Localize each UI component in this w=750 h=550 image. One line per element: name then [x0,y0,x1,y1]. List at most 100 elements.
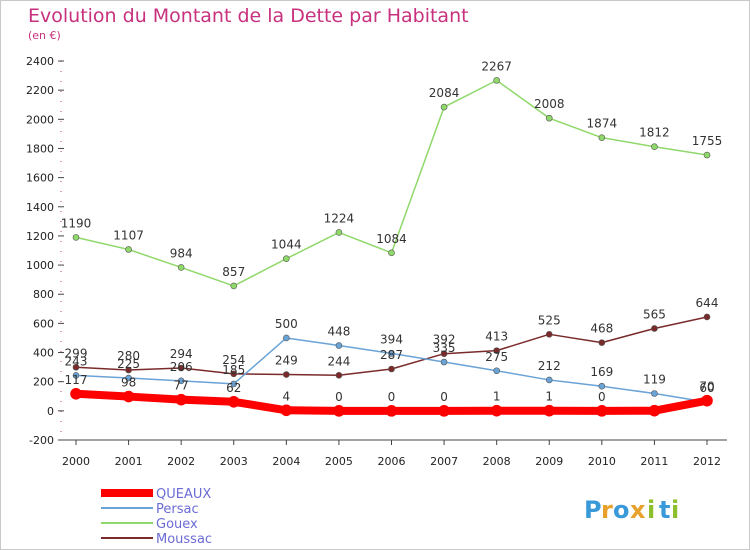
y-tick-label: 200 [33,376,54,389]
data-labels: 299 280 294 254 249 244 287 392 413 525 468 565 644 1… [61,59,723,403]
data-label-gouex: 2084 [429,86,460,100]
point-queaux [438,405,450,417]
data-label-moussac: 249 [275,354,298,368]
point-moussac [440,350,448,358]
point-persac [283,334,290,342]
logo-letter: o [613,496,630,524]
point-moussac [230,370,238,378]
point-queaux [385,405,398,417]
logo-letter: r [601,496,613,524]
point-moussac [545,331,553,338]
point-moussac [493,347,500,354]
data-label-persac: 225 [117,357,140,371]
data-label-moussac: 644 [696,296,719,310]
data-label-gouex: 2008 [534,97,565,111]
data-label-queaux: 1 [545,390,553,404]
point-persac [335,342,343,349]
y-tick-label: 2000 [26,113,54,126]
point-gouex [388,249,395,257]
point-persac [598,382,606,390]
y-tick-label: -200 [29,434,54,447]
legend-label-moussac: Moussac [156,532,212,547]
axes: -200020040060080010001200140016001800200… [26,55,727,468]
point-persac [388,350,395,357]
point-moussac [703,313,711,321]
x-tick-label: 2007 [430,455,458,468]
data-label-persac: 448 [327,325,350,339]
data-label-persac: 119 [643,372,666,386]
data-label-moussac: 280 [117,349,140,363]
point-moussac [388,365,395,373]
data-label-gouex: 1755 [692,134,723,148]
point-moussac [72,363,80,371]
x-tick-label: 2005 [325,455,353,468]
y-tick-label: 400 [33,347,54,360]
point-persac [493,367,500,375]
y-tick-label: 1800 [26,142,54,155]
point-persac [545,376,553,384]
series-layer [70,77,713,417]
point-persac [230,380,238,388]
point-queaux [122,390,135,403]
data-label-moussac: 287 [380,348,403,362]
data-label-queaux: 70 [699,380,714,394]
data-label-gouex: 1224 [324,211,355,225]
data-label-gouex: 1874 [587,117,618,131]
x-tick-label: 2004 [272,455,300,468]
y-tick-label: 1000 [26,259,54,272]
data-label-gouex: 1107 [113,228,144,242]
x-tick-label: 2009 [535,455,563,468]
data-label-gouex: 857 [222,265,245,279]
x-tick-label: 2003 [220,455,248,468]
point-moussac [125,366,132,374]
x-tick-label: 2001 [115,455,143,468]
legend-label-persac: Persac [156,502,199,517]
y-tick-label: 1600 [26,172,54,185]
data-label-moussac: 254 [222,353,245,367]
data-label-gouex: 984 [170,246,193,260]
data-label-gouex: 1812 [639,126,670,140]
data-label-persac: 212 [538,359,561,373]
point-gouex [545,114,553,122]
point-queaux [701,394,713,407]
x-tick-label: 2006 [378,455,406,468]
y-tick-label: 800 [33,288,54,301]
chart-unit: (en €) [28,29,61,42]
x-tick-label: 2000 [62,455,90,468]
point-gouex [335,229,343,236]
data-label-moussac: 294 [170,347,193,361]
data-label-gouex: 1190 [61,216,92,230]
point-gouex [651,143,658,151]
point-moussac [283,371,290,378]
data-label-moussac: 525 [538,313,561,327]
logo-letter: i [671,496,679,524]
point-moussac [177,364,185,372]
point-persac [651,390,658,397]
data-label-moussac: 468 [590,322,613,336]
data-label-persac: 394 [380,332,403,346]
data-label-queaux: 4 [283,389,291,403]
y-tick-label: 2200 [26,84,54,97]
data-label-gouex: 1084 [376,232,407,246]
legend-label-gouex: Gouex [156,517,198,532]
point-persac [72,372,80,379]
point-gouex [703,151,711,159]
point-queaux [490,404,503,417]
logo-letter: x [630,496,646,524]
data-label-queaux: 62 [226,381,241,395]
point-moussac [651,325,658,332]
point-moussac [598,339,606,346]
data-label-persac: 185 [222,363,245,377]
y-tick-label: 1400 [26,201,54,214]
point-gouex [493,77,500,84]
point-queaux [280,404,293,417]
data-label-gouex: 2267 [481,59,512,73]
point-gouex [440,103,448,111]
point-gouex [72,234,80,241]
x-tick-label: 2011 [640,455,668,468]
data-label-persac: 275 [485,350,508,364]
